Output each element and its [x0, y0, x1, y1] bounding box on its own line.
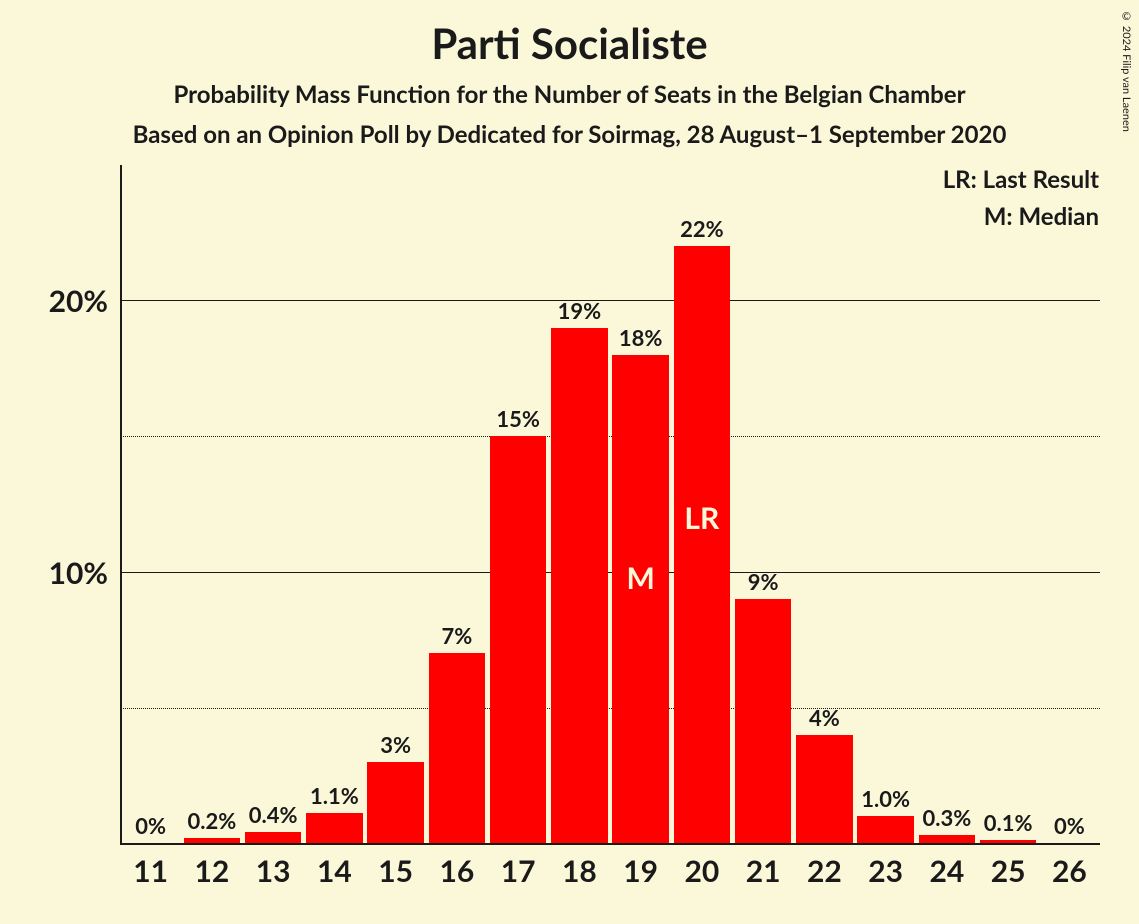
x-tick-label: 21: [733, 853, 794, 889]
bar-value-label: 7%: [441, 622, 472, 649]
bar: 15%: [490, 436, 546, 843]
chart-subtitle-1: Probability Mass Function for the Number…: [0, 80, 1139, 109]
bar-value-label: 0%: [1054, 812, 1085, 839]
x-tick-label: 18: [549, 853, 610, 889]
bar-slot: 3%: [365, 165, 426, 843]
x-tick-label: 11: [120, 853, 181, 889]
bar-slot: 0.1%: [978, 165, 1039, 843]
bar-value-label: 9%: [748, 568, 779, 595]
bar-slot: 1.0%: [855, 165, 916, 843]
bar-slot: 4%: [794, 165, 855, 843]
y-tick-label: 20%: [49, 283, 108, 319]
plot-area: 10%20% 0%0.2%0.4%1.1%3%7%15%19%18%M22%LR…: [120, 165, 1100, 845]
bar: 3%: [367, 762, 423, 843]
bar: 0.2%: [184, 838, 240, 843]
bar: 9%: [735, 599, 791, 843]
bar-slot: 22% LR: [671, 165, 732, 843]
bar-value-label: 0.4%: [249, 801, 298, 828]
bar-annotation: LR: [684, 500, 719, 536]
bar-value-label: 19%: [558, 297, 602, 324]
x-tick-label: 22: [794, 853, 855, 889]
x-tick-label: 26: [1039, 853, 1100, 889]
bar-slot: 0%: [120, 165, 181, 843]
bar-value-label: 0%: [135, 812, 166, 839]
chart-title: Parti Socialiste: [0, 18, 1139, 68]
bar-slot: 15%: [488, 165, 549, 843]
x-tick-label: 23: [855, 853, 916, 889]
x-tick-label: 17: [488, 853, 549, 889]
bar: 0.1%: [980, 840, 1036, 843]
bars-group: 0%0.2%0.4%1.1%3%7%15%19%18%M22%LR9%4%1.0…: [120, 165, 1100, 843]
x-labels: 11121314151617181920212223242526: [120, 853, 1100, 889]
bar-value-label: 4%: [809, 704, 840, 731]
bar-slot: 0.2%: [181, 165, 242, 843]
bar: 18%M: [612, 355, 668, 843]
bar-slot: 0%: [1039, 165, 1100, 843]
chart-container: © 2024 Filip van Laenen Parti Socialiste…: [0, 0, 1139, 924]
bar-slot: 1.1%: [304, 165, 365, 843]
bar: 19%: [551, 328, 607, 843]
x-tick-label: 16: [426, 853, 487, 889]
x-axis: [120, 843, 1100, 845]
bar: 0.3%: [919, 835, 975, 843]
x-tick-label: 19: [610, 853, 671, 889]
x-tick-label: 13: [243, 853, 304, 889]
bar-slot: 0.4%: [243, 165, 304, 843]
bar-slot: 0.3%: [916, 165, 977, 843]
bar-slot: 18% M: [610, 165, 671, 843]
bar-slot: 19%: [549, 165, 610, 843]
bar: 0.4%: [245, 832, 301, 843]
bar-value-label: 3%: [380, 731, 411, 758]
chart-subtitle-2: Based on an Opinion Poll by Dedicated fo…: [0, 120, 1139, 149]
bar-value-label: 0.2%: [187, 807, 236, 834]
x-tick-label: 20: [671, 853, 732, 889]
bar-value-label: 1.0%: [861, 785, 910, 812]
bar-value-label: 0.1%: [984, 809, 1033, 836]
bar: 4%: [796, 735, 852, 843]
bar-value-label: 0.3%: [922, 804, 971, 831]
bar-value-label: 18%: [619, 324, 663, 351]
bar-value-label: 15%: [496, 405, 540, 432]
bar: 1.1%: [306, 813, 362, 843]
y-tick-label: 10%: [49, 555, 108, 591]
bar: 1.0%: [857, 816, 913, 843]
bar-value-label: 22%: [680, 215, 724, 242]
x-tick-label: 15: [365, 853, 426, 889]
bar-slot: 9%: [733, 165, 794, 843]
bar-annotation: M: [626, 560, 654, 596]
x-tick-label: 25: [978, 853, 1039, 889]
x-tick-label: 14: [304, 853, 365, 889]
bar-value-label: 1.1%: [310, 782, 359, 809]
x-tick-label: 12: [181, 853, 242, 889]
bar: 22%LR: [674, 246, 730, 843]
x-tick-label: 24: [916, 853, 977, 889]
bar-slot: 7%: [426, 165, 487, 843]
bar: 7%: [429, 653, 485, 843]
